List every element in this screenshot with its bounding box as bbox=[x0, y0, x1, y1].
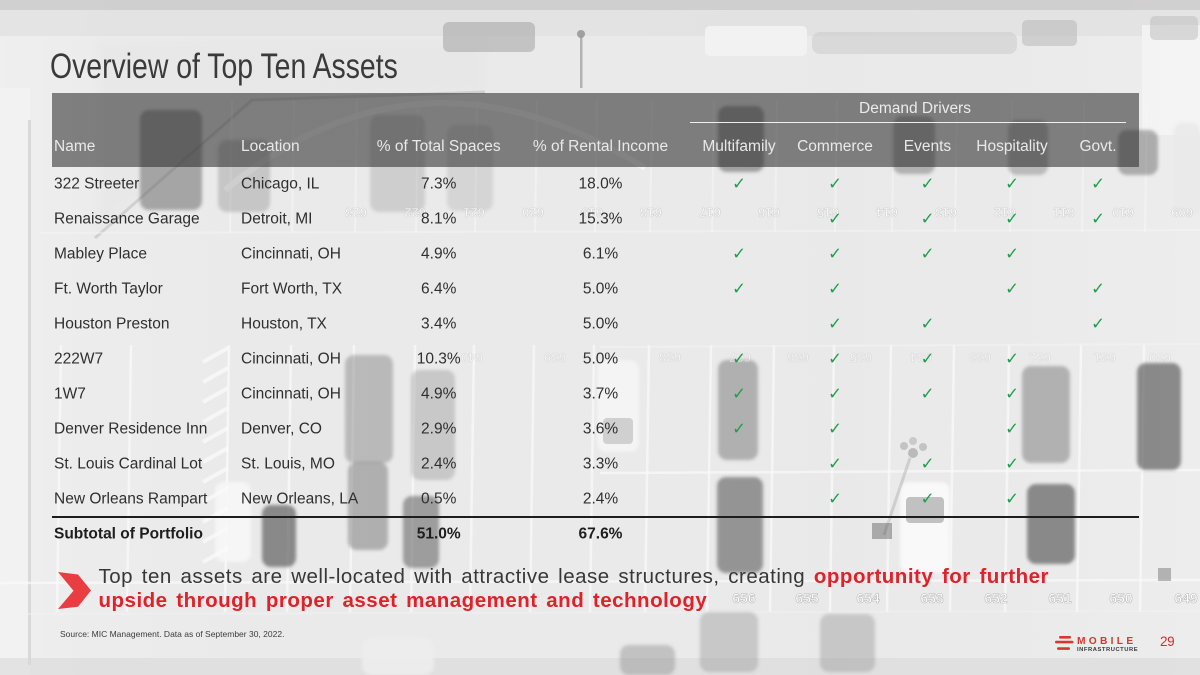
svg-text:616: 616 bbox=[758, 205, 780, 220]
svg-text:630: 630 bbox=[1149, 350, 1171, 365]
svg-text:623: 623 bbox=[345, 205, 367, 220]
svg-text:650: 650 bbox=[1109, 590, 1133, 606]
svg-text:653: 653 bbox=[920, 590, 944, 606]
svg-text:609: 609 bbox=[1171, 205, 1193, 220]
svg-text:632: 632 bbox=[1029, 350, 1051, 365]
svg-text:634: 634 bbox=[909, 350, 931, 365]
svg-text:637: 637 bbox=[729, 350, 751, 365]
svg-text:633: 633 bbox=[969, 350, 991, 365]
svg-text:640: 640 bbox=[461, 350, 483, 365]
svg-text:620: 620 bbox=[522, 205, 544, 220]
svg-text:622: 622 bbox=[404, 205, 426, 220]
svg-text:615: 615 bbox=[817, 205, 839, 220]
svg-text:MOBILE: MOBILE bbox=[1077, 636, 1136, 647]
svg-text:652: 652 bbox=[984, 590, 1008, 606]
svg-text:621: 621 bbox=[463, 205, 485, 220]
svg-text:636: 636 bbox=[787, 350, 809, 365]
svg-text:631: 631 bbox=[1094, 350, 1116, 365]
svg-text:617: 617 bbox=[699, 205, 721, 220]
svg-text:610: 610 bbox=[1112, 205, 1134, 220]
svg-text:613: 613 bbox=[935, 205, 957, 220]
svg-text:651: 651 bbox=[1048, 590, 1072, 606]
svg-text:618: 618 bbox=[640, 205, 662, 220]
svg-text:614: 614 bbox=[875, 205, 897, 220]
svg-text:638: 638 bbox=[659, 350, 681, 365]
svg-text:635: 635 bbox=[850, 350, 872, 365]
svg-text:655: 655 bbox=[795, 590, 819, 606]
svg-text:INFRASTRUCTURE: INFRASTRUCTURE bbox=[1077, 647, 1138, 653]
svg-text:612: 612 bbox=[994, 205, 1016, 220]
svg-text:611: 611 bbox=[1054, 205, 1075, 220]
svg-text:656: 656 bbox=[732, 590, 756, 606]
svg-text:649: 649 bbox=[1174, 590, 1198, 606]
svg-text:619: 619 bbox=[581, 205, 603, 220]
svg-text:639: 639 bbox=[544, 350, 566, 365]
svg-text:654: 654 bbox=[856, 590, 880, 606]
